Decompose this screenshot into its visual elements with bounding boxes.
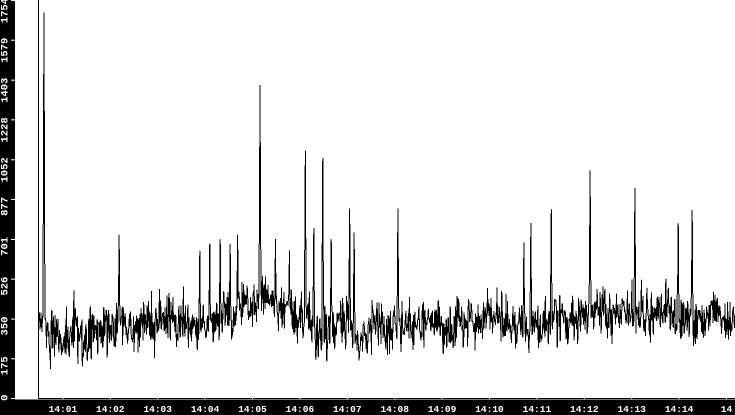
svg-text:701: 701 — [0, 237, 12, 256]
svg-text:1403: 1403 — [0, 78, 12, 103]
svg-text:14:08: 14:08 — [380, 404, 409, 415]
svg-text:14:02: 14:02 — [96, 404, 125, 415]
svg-text:1579: 1579 — [0, 38, 12, 63]
svg-text:1228: 1228 — [0, 117, 12, 142]
svg-text:14:01: 14:01 — [49, 404, 78, 415]
svg-text:0: 0 — [0, 395, 12, 401]
svg-text:14:03: 14:03 — [143, 404, 172, 415]
svg-text:14:06: 14:06 — [286, 404, 315, 415]
svg-text:14:10: 14:10 — [475, 404, 504, 415]
svg-text:14:07: 14:07 — [333, 404, 362, 415]
svg-text:1754: 1754 — [0, 0, 12, 23]
svg-text:14:11: 14:11 — [523, 404, 552, 415]
svg-text:14:13: 14:13 — [617, 404, 646, 415]
svg-text:14:04: 14:04 — [191, 404, 220, 415]
svg-text:14:05: 14:05 — [238, 404, 267, 415]
svg-text:350: 350 — [0, 317, 12, 336]
svg-text:526: 526 — [0, 277, 12, 296]
svg-text:877: 877 — [0, 197, 12, 216]
svg-text:1052: 1052 — [0, 157, 12, 182]
svg-text:14:12: 14:12 — [570, 404, 599, 415]
svg-text:175: 175 — [0, 356, 12, 375]
svg-text:14:14: 14:14 — [665, 404, 694, 415]
svg-text:14:09: 14:09 — [428, 404, 457, 415]
svg-text:14: 14 — [721, 404, 733, 415]
